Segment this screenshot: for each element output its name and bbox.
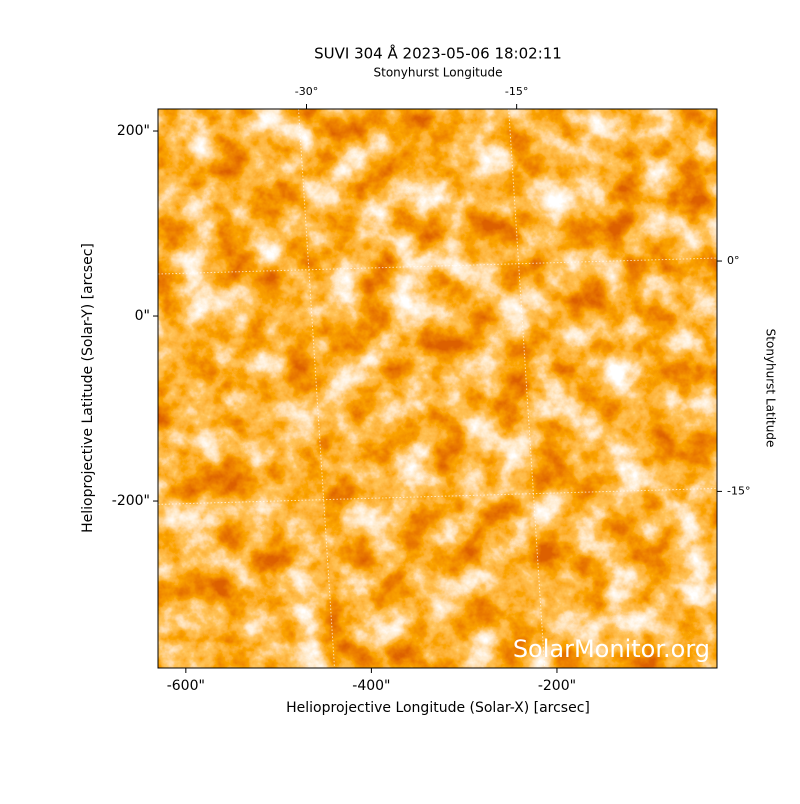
chart-title: SUVI 304 Å 2023-05-06 18:02:11 xyxy=(314,44,562,63)
y-tick-label: -200" xyxy=(112,493,150,509)
right-tick-label: -15° xyxy=(727,484,750,497)
x-tick-label: -200" xyxy=(538,678,576,694)
top-tick-label: -15° xyxy=(505,85,528,98)
grid-line xyxy=(157,257,718,275)
grid-line xyxy=(298,108,336,669)
y-tick-label: 0" xyxy=(135,308,150,324)
grid-line xyxy=(157,487,718,505)
x-tick-label: -600" xyxy=(167,678,205,694)
right-tick-label: 0° xyxy=(727,254,740,267)
top-axis-label: Stonyhurst Longitude xyxy=(374,66,503,80)
x-tick-label: -400" xyxy=(352,678,390,694)
solar-image xyxy=(158,109,717,668)
x-axis-label: Helioprojective Longitude (Solar-X) [arc… xyxy=(286,700,590,716)
plot-frame xyxy=(157,108,718,669)
y-axis-label: Helioprojective Latitude (Solar-Y) [arcs… xyxy=(80,243,96,533)
y-tick-label: 200" xyxy=(117,123,150,139)
watermark: SolarMonitor.org xyxy=(513,635,710,663)
grid-line xyxy=(508,108,546,669)
top-tick-label: -30° xyxy=(295,85,318,98)
right-axis-label: Stonyhurst Latitude xyxy=(764,329,778,448)
